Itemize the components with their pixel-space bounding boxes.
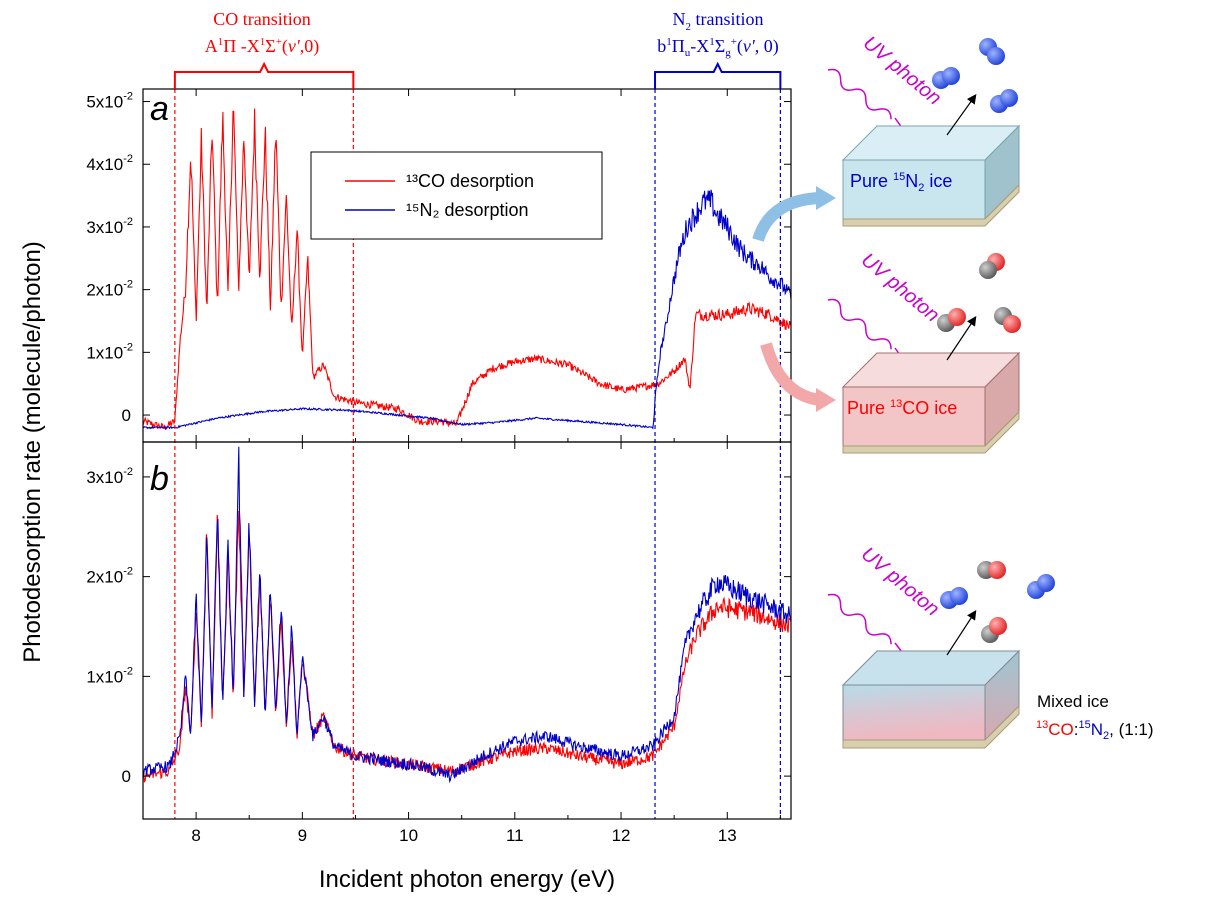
y-tick-label-a: 3x10-2 [86,216,133,237]
series-line-b-1 [143,446,791,784]
legend-box [310,151,603,240]
x-tick-label: 9 [298,826,307,845]
pure-n2-label: Pure 15N2 ice [850,171,952,194]
n2-molecule [990,89,1018,113]
uv-wave-2 [827,298,892,350]
curved-arrowhead-co [816,388,836,412]
n2-transition-title: N2 transition [673,9,764,33]
panel-b-letter: b [150,460,169,498]
y-tick-label-b: 0 [122,767,131,786]
panel-b-frame [142,441,792,820]
curved-arrow-n2 [752,192,821,242]
y-tick-label-b: 1x10-2 [86,665,133,686]
uv-wave-3 [827,593,892,645]
co-molecule [994,307,1021,333]
ice-front-n2 [842,159,986,220]
n2-molecule [940,587,968,609]
legend-label-co: ¹³CO desorption [406,171,534,191]
substrate-co [842,410,1020,454]
n2-molecule [932,67,960,89]
co-molecule [981,617,1007,643]
n2-transition-bracket: N2 transition b1Πu-X1Σg+(v', 0) [654,9,782,89]
co-molecule [979,253,1005,279]
panel-b-series [143,446,791,784]
co-transition-bracket: CO transition A1Π -X1Σ+(v',0) [173,9,355,89]
x-tick-label: 11 [506,826,524,845]
curved-arrow-co [760,342,822,406]
series-line-a-0 [143,108,791,431]
x-tick-label: 13 [718,826,737,845]
ice-front-co [842,386,986,447]
pure-co-label: Pure 13CO ice [847,398,957,418]
y-tick-label-b: 2x10-2 [86,566,133,587]
panel-a-letter: a [150,90,169,128]
n2-molecule [1027,574,1055,599]
mixed-ice-composition: 13CO:15N2, (1:1) [1036,719,1154,742]
x-axis-title: Incident photon energy (eV) [319,866,615,893]
panel-a-frame [142,88,792,443]
panel-a-series [143,108,791,431]
uv-label-3: UV photon [857,543,944,621]
desorb-arrow-1 [946,94,977,136]
series-line-a-1 [143,189,791,430]
ice-front-mixed [842,684,986,741]
x-tick-label: 8 [191,826,200,845]
legend: ¹³CO desorption ¹⁵N₂ desorption [310,151,603,240]
scene-pure-n2: UV photon Pure 15N2 ice [752,32,1021,242]
n2-bracket-line [654,61,782,89]
y-tick-label-a: 0 [122,406,131,425]
n2-transition-formula: b1Πu-X1Σg+(v', 0) [657,36,779,59]
uv-label-2: UV photon [857,249,944,327]
y-axis-title: Photodesorption rate (molecule/photon) [19,241,46,663]
y-tick-label-a: 5x10-2 [86,91,133,112]
scene-pure-co: UV photon Pure 13CO ice [760,249,1021,454]
x-tick-label: 12 [612,826,631,845]
axis-ticks: 0 1x10-2 2x10-2 3x10-2 4x10-2 5x10-2 0 1x10-2 2x… [86,89,791,845]
y-tick-label-b: 3x10-2 [86,466,133,487]
y-tick-label-a: 4x10-2 [86,153,133,174]
co-molecule [937,308,966,332]
substrate-mixed [842,704,1020,749]
mixed-ice-label: Mixed ice [1037,692,1109,711]
x-tick-label: 10 [399,826,418,845]
co-bracket-line [173,61,355,89]
uv-wave-1 [827,68,892,120]
desorb-arrow-2 [946,316,977,361]
co-molecule [977,561,1006,579]
scene-mixed: UV photon Mixed ice 13CO:15N2, (1:1) [827,543,1154,749]
y-tick-label-a: 2x10-2 [86,279,133,300]
desorb-arrow-3 [946,609,977,656]
uv-label-1: UV photon [859,32,946,110]
n2-molecule [979,38,1005,65]
co-transition-formula: A1Π -X1Σ+(v',0) [205,36,320,57]
curved-arrowhead-n2 [816,186,836,210]
co-transition-title: CO transition [213,9,311,29]
substrate-n2 [842,183,1020,227]
y-tick-label-a: 1x10-2 [86,341,133,362]
legend-label-n2: ¹⁵N₂ desorption [406,200,529,220]
